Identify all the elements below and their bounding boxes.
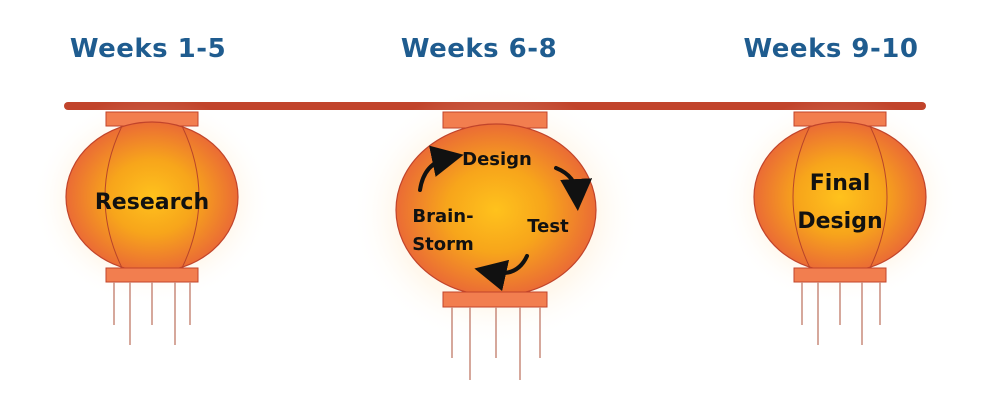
week-label-1: Weeks 1-5 (69, 34, 227, 64)
cycle-arrow-icon (474, 254, 529, 292)
cycle-brainstorm-label-1: Brain- (412, 206, 473, 227)
final-design-label-2: Design (797, 209, 882, 234)
lantern-research: Research (32, 95, 272, 345)
cycle-brainstorm-label-2: Storm (412, 234, 474, 255)
lantern-cycle: Design Test Brain- Storm (351, 85, 641, 380)
cycle-design-label: Design (462, 149, 532, 170)
lantern-final-design: Final Design (722, 95, 958, 345)
final-design-label-1: Final (810, 171, 871, 196)
cycle-arrow-icon (554, 166, 593, 211)
week-label-2: Weeks 6-8 (400, 34, 558, 64)
research-label: Research (95, 190, 209, 215)
cycle-arrow-icon (418, 145, 464, 192)
week-label-3: Weeks 9-10 (743, 34, 919, 64)
cycle-test-label: Test (527, 216, 569, 237)
